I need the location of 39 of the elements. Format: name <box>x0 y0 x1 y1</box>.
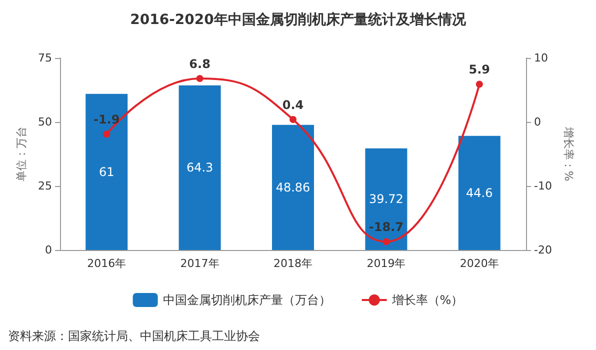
data-label: 5.9 <box>468 62 490 77</box>
data-label: -1.9 <box>93 112 120 127</box>
y-axis-title: 单位：万台 <box>15 126 28 182</box>
legend-label: 增长率（%） <box>390 293 464 307</box>
point <box>476 80 483 88</box>
point <box>382 238 390 246</box>
y-tick-label: 75 <box>38 52 52 64</box>
bar <box>458 136 500 250</box>
y2-tick-label: 10 <box>534 52 548 64</box>
y2-tick-label: -20 <box>534 244 552 256</box>
y2-tick-label: 0 <box>534 116 541 128</box>
y2-axis-title: 增长率：% <box>562 126 575 182</box>
data-label: 44.6 <box>466 186 493 200</box>
data-label: 6.8 <box>189 56 210 71</box>
bar <box>178 85 221 250</box>
point <box>290 116 296 123</box>
point <box>103 130 110 138</box>
x-tick-label: 2019年 <box>366 257 406 270</box>
legend-label: 中国金属切削机床产量（万台） <box>162 293 331 307</box>
text: 资料来源：国家统计局、中国机床工具工业协会 <box>8 329 260 343</box>
bar <box>365 148 408 250</box>
y-tick-label: 50 <box>38 116 52 128</box>
data-label: 61 <box>98 164 114 179</box>
y2-tick-label: -10 <box>534 180 552 192</box>
data-label: 64.3 <box>186 160 214 175</box>
y-tick-label: 25 <box>38 180 52 192</box>
bar <box>86 94 128 250</box>
data-label: 0.4 <box>282 98 304 112</box>
x-tick-label: 2018年 <box>274 257 312 270</box>
x-tick-label: 2016年 <box>87 257 126 270</box>
data-label: 48.86 <box>276 180 310 194</box>
x-tick-label: 2020年 <box>460 257 499 270</box>
chart-title: 2016-2020年中国金属切削机床产量统计及增长情况 <box>130 11 467 28</box>
x-tick-label: 2017年 <box>180 257 220 270</box>
bar <box>272 124 314 250</box>
data-label: -18.7 <box>368 220 404 234</box>
data-label: 39.72 <box>369 192 404 206</box>
y-tick-label: 0 <box>45 244 52 256</box>
point <box>196 74 204 82</box>
